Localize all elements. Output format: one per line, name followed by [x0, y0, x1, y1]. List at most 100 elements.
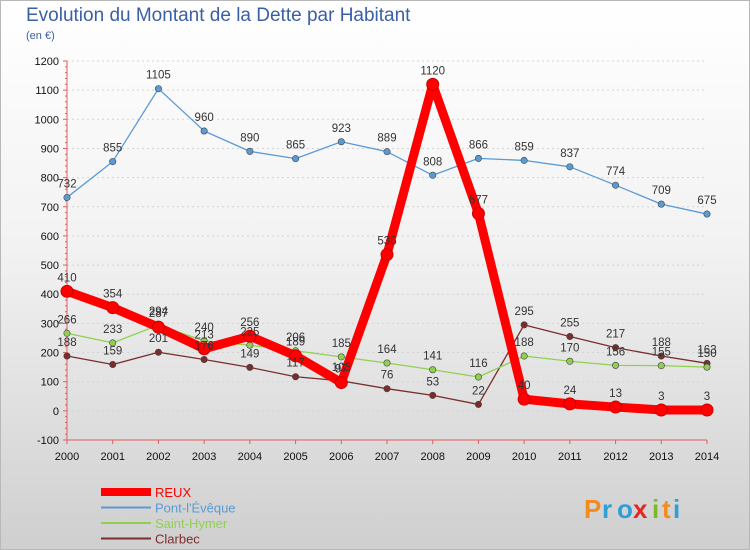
- x-tick-label: 2003: [192, 451, 216, 463]
- data-point: [246, 147, 254, 155]
- data-label: 116: [469, 358, 487, 370]
- data-label: 865: [286, 140, 305, 152]
- data-label: 256: [240, 317, 259, 329]
- data-label: 1105: [146, 70, 171, 82]
- data-label: 201: [149, 333, 168, 345]
- data-point: [337, 138, 345, 146]
- x-tick-label: 2013: [649, 451, 673, 463]
- chart-title: Evolution du Montant de la Dette par Hab…: [26, 5, 411, 26]
- data-point: [246, 363, 254, 371]
- data-label: 233: [103, 324, 122, 336]
- data-label: 732: [57, 178, 76, 190]
- data-label: 859: [515, 141, 534, 153]
- data-label: 76: [381, 370, 394, 382]
- data-point: [109, 360, 117, 368]
- data-point: [154, 348, 162, 356]
- data-point: [337, 353, 345, 361]
- data-point: [609, 400, 623, 414]
- data-label: 103: [332, 362, 351, 374]
- data-point: [200, 127, 208, 135]
- data-label: 188: [652, 337, 671, 349]
- y-tick-label: 400: [41, 289, 59, 301]
- data-point: [200, 356, 208, 364]
- data-point: [109, 339, 117, 347]
- x-tick-label: 2000: [55, 451, 79, 463]
- data-point: [566, 333, 574, 341]
- legend-label: REUX: [155, 485, 191, 500]
- data-point: [474, 400, 482, 408]
- data-label: 266: [57, 314, 76, 326]
- data-label: 155: [652, 347, 671, 359]
- data-point: [289, 349, 303, 363]
- data-point: [383, 148, 391, 156]
- x-tick-label: 2001: [100, 451, 124, 463]
- data-label: 354: [103, 289, 123, 301]
- y-tick-label: 800: [41, 173, 59, 185]
- data-label: 855: [103, 143, 122, 155]
- data-label: 150: [697, 348, 716, 360]
- data-point: [517, 392, 531, 406]
- y-tick-label: 1100: [35, 85, 59, 97]
- y-tick-label: 500: [41, 260, 59, 272]
- logo-letter: P: [584, 494, 601, 524]
- data-label: 156: [606, 346, 625, 358]
- data-point: [612, 344, 620, 352]
- data-label: 3: [704, 391, 710, 403]
- data-point: [700, 403, 714, 417]
- data-label: 287: [149, 308, 168, 320]
- data-label: 176: [195, 341, 214, 353]
- data-point: [383, 385, 391, 393]
- data-point: [563, 397, 577, 411]
- data-point: [471, 206, 485, 220]
- data-label: 117: [286, 358, 304, 370]
- data-label: 170: [560, 342, 579, 354]
- data-point: [292, 373, 300, 381]
- y-tick-label: 300: [41, 318, 59, 330]
- x-tick-label: 2011: [558, 451, 582, 463]
- legend-label: Pont-l'Évêque: [155, 501, 236, 516]
- legend-label: Saint-Hymer: [155, 516, 228, 531]
- data-point: [109, 158, 117, 166]
- data-point: [612, 181, 620, 189]
- x-tick-label: 2007: [375, 451, 399, 463]
- data-point: [63, 352, 71, 360]
- data-point: [429, 391, 437, 399]
- data-label: 960: [195, 112, 214, 124]
- grid-lines: [67, 60, 707, 441]
- data-point: [151, 320, 165, 334]
- data-label: 163: [697, 344, 716, 356]
- logo-letter: t: [662, 494, 671, 524]
- data-point: [63, 329, 71, 337]
- y-tick-label: 900: [41, 143, 59, 155]
- data-point: [63, 193, 71, 201]
- data-point: [426, 77, 440, 91]
- data-label: 97: [335, 364, 348, 376]
- data-point: [657, 362, 665, 370]
- data-point: [520, 352, 528, 360]
- data-label: 13: [609, 388, 622, 400]
- data-label: 225: [240, 326, 259, 338]
- data-label: 536: [377, 236, 396, 248]
- logo-letter: r: [602, 494, 612, 524]
- y-tick-label: 100: [41, 377, 59, 389]
- data-point: [429, 171, 437, 179]
- data-point: [657, 200, 665, 208]
- data-point: [520, 156, 528, 164]
- data-label: 808: [423, 156, 442, 168]
- data-point: [197, 342, 211, 356]
- data-point: [292, 155, 300, 163]
- data-label: 1120: [420, 65, 445, 77]
- data-label: 24: [563, 385, 576, 397]
- data-point: [654, 403, 668, 417]
- data-point: [383, 359, 391, 367]
- x-tick-label: 2002: [146, 451, 170, 463]
- y-tick-label: 200: [41, 348, 59, 360]
- y-tick-label: 600: [41, 231, 59, 243]
- x-tick-label: 2010: [512, 451, 536, 463]
- data-label: 53: [426, 376, 439, 388]
- data-label: 890: [240, 132, 259, 144]
- data-label: 40: [518, 380, 531, 392]
- y-tick-label: 700: [41, 202, 59, 214]
